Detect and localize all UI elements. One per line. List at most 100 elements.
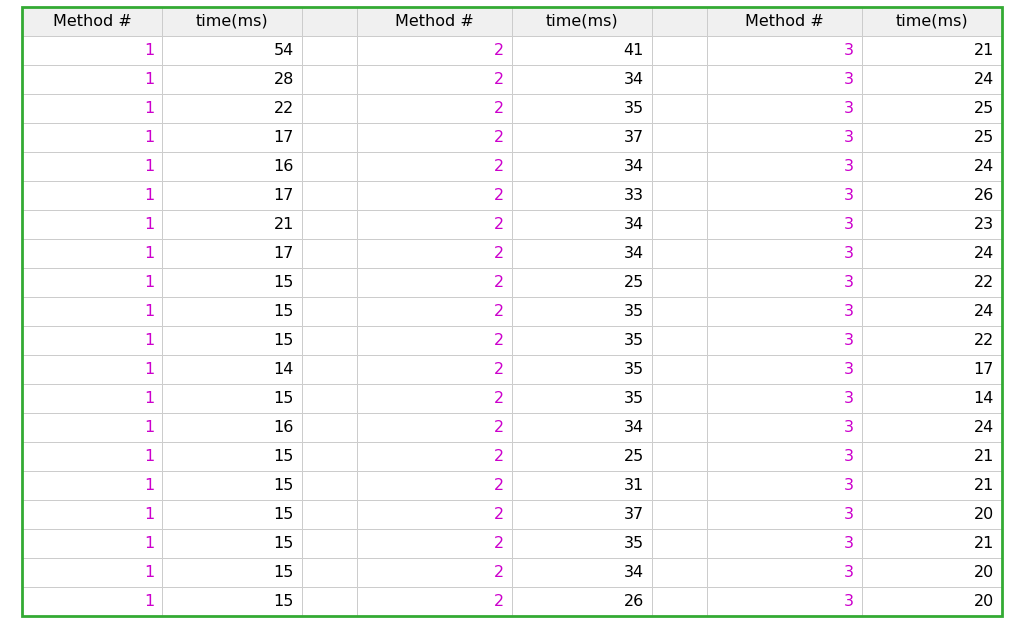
Text: 22: 22 <box>974 275 994 290</box>
Text: 3: 3 <box>844 159 854 174</box>
Bar <box>652 210 707 239</box>
Text: 1: 1 <box>143 188 154 203</box>
Text: time(ms): time(ms) <box>196 14 268 29</box>
Text: 1: 1 <box>143 275 154 290</box>
Bar <box>652 326 707 355</box>
Text: 3: 3 <box>844 565 854 580</box>
Bar <box>162 152 302 181</box>
Text: 1: 1 <box>143 565 154 580</box>
Bar <box>512 36 652 65</box>
Text: 25: 25 <box>974 130 994 145</box>
Text: 34: 34 <box>624 565 644 580</box>
Text: 1: 1 <box>143 507 154 522</box>
Text: 3: 3 <box>844 507 854 522</box>
Text: 1: 1 <box>143 217 154 232</box>
Bar <box>652 36 707 65</box>
Bar <box>22 36 162 65</box>
Bar <box>862 181 1002 210</box>
Text: 22: 22 <box>273 101 294 116</box>
Bar <box>707 413 862 442</box>
Text: 21: 21 <box>273 217 294 232</box>
Bar <box>162 529 302 558</box>
Text: 17: 17 <box>273 188 294 203</box>
Bar <box>862 529 1002 558</box>
Text: 3: 3 <box>844 130 854 145</box>
Text: 2: 2 <box>494 333 504 348</box>
Bar <box>162 268 302 297</box>
Text: 26: 26 <box>974 188 994 203</box>
Text: 31: 31 <box>624 478 644 493</box>
Bar <box>302 239 357 268</box>
Bar <box>357 152 512 181</box>
Bar <box>162 94 302 123</box>
Bar <box>357 7 512 36</box>
Text: 15: 15 <box>273 275 294 290</box>
Text: 15: 15 <box>273 449 294 464</box>
Bar <box>652 500 707 529</box>
Text: 3: 3 <box>844 43 854 58</box>
Bar <box>22 297 162 326</box>
Bar <box>512 384 652 413</box>
Bar <box>357 587 512 616</box>
Bar <box>162 384 302 413</box>
Bar <box>357 413 512 442</box>
Text: 1: 1 <box>143 478 154 493</box>
Text: 3: 3 <box>844 449 854 464</box>
Bar <box>862 268 1002 297</box>
Text: 3: 3 <box>844 420 854 435</box>
Bar <box>862 123 1002 152</box>
Text: 28: 28 <box>273 72 294 87</box>
Text: 3: 3 <box>844 101 854 116</box>
Bar <box>22 210 162 239</box>
Text: 2: 2 <box>494 507 504 522</box>
Bar <box>357 268 512 297</box>
Bar <box>652 123 707 152</box>
Bar <box>707 500 862 529</box>
Bar <box>862 36 1002 65</box>
Text: 2: 2 <box>494 130 504 145</box>
Text: 1: 1 <box>143 391 154 406</box>
Text: 2: 2 <box>494 536 504 551</box>
Bar <box>862 500 1002 529</box>
Text: 35: 35 <box>624 304 644 319</box>
Bar <box>302 558 357 587</box>
Bar <box>862 94 1002 123</box>
Bar <box>302 297 357 326</box>
Bar <box>512 500 652 529</box>
Bar <box>707 558 862 587</box>
Text: 34: 34 <box>624 159 644 174</box>
Bar <box>357 297 512 326</box>
Bar <box>512 152 652 181</box>
Text: 3: 3 <box>844 246 854 261</box>
Bar <box>162 210 302 239</box>
Bar <box>652 529 707 558</box>
Bar <box>652 65 707 94</box>
Text: 22: 22 <box>974 333 994 348</box>
Bar <box>512 471 652 500</box>
Bar <box>22 384 162 413</box>
Text: 15: 15 <box>273 594 294 609</box>
Text: Method #: Method # <box>52 14 131 29</box>
Text: 35: 35 <box>624 362 644 377</box>
Bar <box>22 152 162 181</box>
Bar <box>302 181 357 210</box>
Bar <box>707 384 862 413</box>
Bar <box>302 587 357 616</box>
Bar <box>862 65 1002 94</box>
Bar <box>512 326 652 355</box>
Bar <box>22 123 162 152</box>
Text: 20: 20 <box>974 507 994 522</box>
Text: 35: 35 <box>624 536 644 551</box>
Text: 2: 2 <box>494 43 504 58</box>
Bar <box>512 297 652 326</box>
Bar <box>302 355 357 384</box>
Bar <box>302 529 357 558</box>
Text: 1: 1 <box>143 362 154 377</box>
Text: 3: 3 <box>844 391 854 406</box>
Text: 1: 1 <box>143 159 154 174</box>
Text: 26: 26 <box>624 594 644 609</box>
Text: 1: 1 <box>143 304 154 319</box>
Text: 2: 2 <box>494 275 504 290</box>
Bar <box>707 529 862 558</box>
Bar <box>357 500 512 529</box>
